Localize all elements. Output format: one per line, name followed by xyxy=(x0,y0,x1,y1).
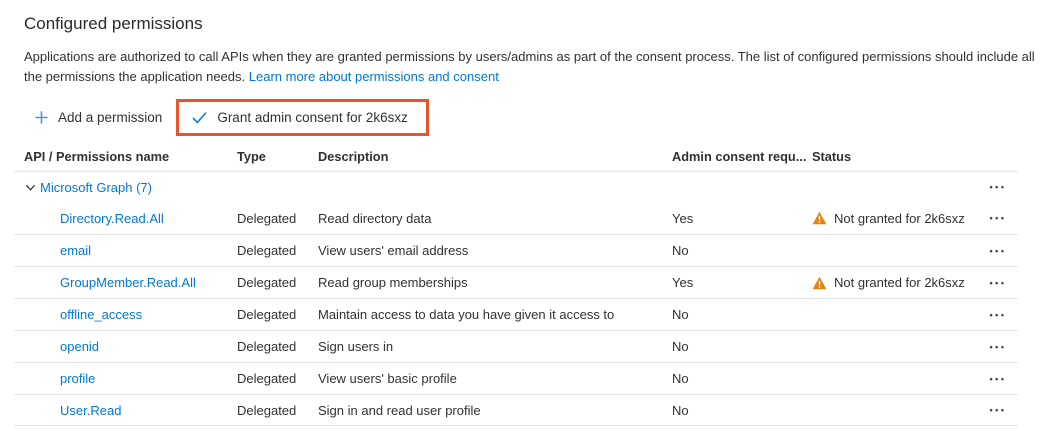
permission-type: Delegated xyxy=(237,243,297,258)
permission-description: View users' email address xyxy=(318,243,469,258)
section-description: Applications are authorized to call APIs… xyxy=(24,47,1036,87)
permission-name-link[interactable]: email xyxy=(60,243,92,258)
plus-icon xyxy=(34,110,49,125)
permissions-table: API / Permissions name Type Description … xyxy=(14,142,1018,426)
admin-consent-required-value: No xyxy=(672,307,689,322)
admin-consent-required-value: No xyxy=(672,371,689,386)
table-row: User.Read Delegated Sign in and read use… xyxy=(14,394,1018,426)
warning-icon xyxy=(812,211,827,225)
row-menu-button[interactable]: ••• xyxy=(978,178,1018,196)
table-row: offline_access Delegated Maintain access… xyxy=(14,298,1018,330)
permission-description: Read directory data xyxy=(318,210,432,226)
admin-consent-required-value: No xyxy=(672,339,689,354)
permission-description: Sign users in xyxy=(318,339,394,354)
admin-consent-required-value: Yes xyxy=(672,275,694,290)
status-text: Not granted for 2k6sxz xyxy=(834,275,965,290)
column-header-type: Type xyxy=(237,149,266,164)
table-row: GroupMember.Read.All Delegated Read grou… xyxy=(14,266,1018,298)
chevron-down-icon xyxy=(24,181,37,194)
add-permission-button[interactable]: Add a permission xyxy=(24,104,172,131)
column-header-description: Description xyxy=(318,149,389,164)
checkmark-icon xyxy=(191,110,208,125)
table-header-row: API / Permissions name Type Description … xyxy=(14,142,1018,171)
description-text: Applications are authorized to call APIs… xyxy=(24,49,1035,84)
table-row: Directory.Read.All Delegated Read direct… xyxy=(14,202,1018,234)
permission-description: Read group memberships xyxy=(318,275,468,290)
permission-description: Sign in and read user profile xyxy=(318,402,481,418)
permission-name-link[interactable]: User.Read xyxy=(60,402,122,418)
grant-admin-consent-label: Grant admin consent for 2k6sxz xyxy=(217,109,408,125)
row-menu-button[interactable]: ••• xyxy=(978,401,1018,419)
permission-type: Delegated xyxy=(237,275,297,290)
permission-type: Delegated xyxy=(237,402,297,418)
warning-icon xyxy=(812,276,827,290)
api-group-row-microsoft-graph: Microsoft Graph (7) ••• xyxy=(14,171,1018,202)
learn-more-link[interactable]: Learn more about permissions and consent xyxy=(248,69,499,84)
status-text: Not granted for 2k6sxz xyxy=(834,210,965,226)
annotation-highlight-box: Grant admin consent for 2k6sxz xyxy=(176,98,429,136)
row-menu-button[interactable]: ••• xyxy=(978,370,1018,388)
permission-name-link[interactable]: profile xyxy=(60,371,96,386)
permission-type: Delegated xyxy=(237,307,297,322)
column-header-admin-consent: Admin consent requ... xyxy=(672,149,807,164)
permission-name-link[interactable]: Directory.Read.All xyxy=(60,210,164,226)
admin-consent-required-value: Yes xyxy=(672,210,694,226)
status-cell: Not granted for 2k6sxz xyxy=(812,275,978,290)
column-header-api-permissions-name: API / Permissions name xyxy=(24,149,170,164)
row-menu-button[interactable]: ••• xyxy=(978,242,1018,260)
table-row: openid Delegated Sign users in No ••• xyxy=(14,330,1018,362)
permission-type: Delegated xyxy=(237,210,297,226)
permission-name-link[interactable]: GroupMember.Read.All xyxy=(60,275,196,290)
grant-admin-consent-button[interactable]: Grant admin consent for 2k6sxz xyxy=(181,104,418,131)
row-menu-button[interactable]: ••• xyxy=(978,306,1018,324)
page-title: Configured permissions xyxy=(24,14,203,33)
table-body: Directory.Read.All Delegated Read direct… xyxy=(14,202,1018,426)
permission-type: Delegated xyxy=(237,339,297,354)
permission-description: View users' basic profile xyxy=(318,371,457,386)
row-menu-button[interactable]: ••• xyxy=(978,209,1018,227)
permission-name-link[interactable]: openid xyxy=(60,339,100,354)
toolbar: Add a permission Grant admin consent for… xyxy=(24,96,1060,138)
permission-name-link[interactable]: offline_access xyxy=(60,307,143,322)
table-row: profile Delegated View users' basic prof… xyxy=(14,362,1018,394)
row-menu-button[interactable]: ••• xyxy=(978,338,1018,356)
status-cell: Not granted for 2k6sxz xyxy=(812,211,978,226)
add-permission-label: Add a permission xyxy=(58,109,163,125)
group-expander[interactable]: Microsoft Graph (7) xyxy=(14,180,152,195)
admin-consent-required-value: No xyxy=(672,402,689,418)
permission-type: Delegated xyxy=(237,371,297,386)
permission-description: Maintain access to data you have given i… xyxy=(318,307,615,322)
row-menu-button[interactable]: ••• xyxy=(978,274,1018,292)
group-name-link[interactable]: Microsoft Graph (7) xyxy=(40,179,152,195)
table-row: email Delegated View users' email addres… xyxy=(14,234,1018,266)
admin-consent-required-value: No xyxy=(672,243,689,258)
column-header-status: Status xyxy=(812,149,852,164)
